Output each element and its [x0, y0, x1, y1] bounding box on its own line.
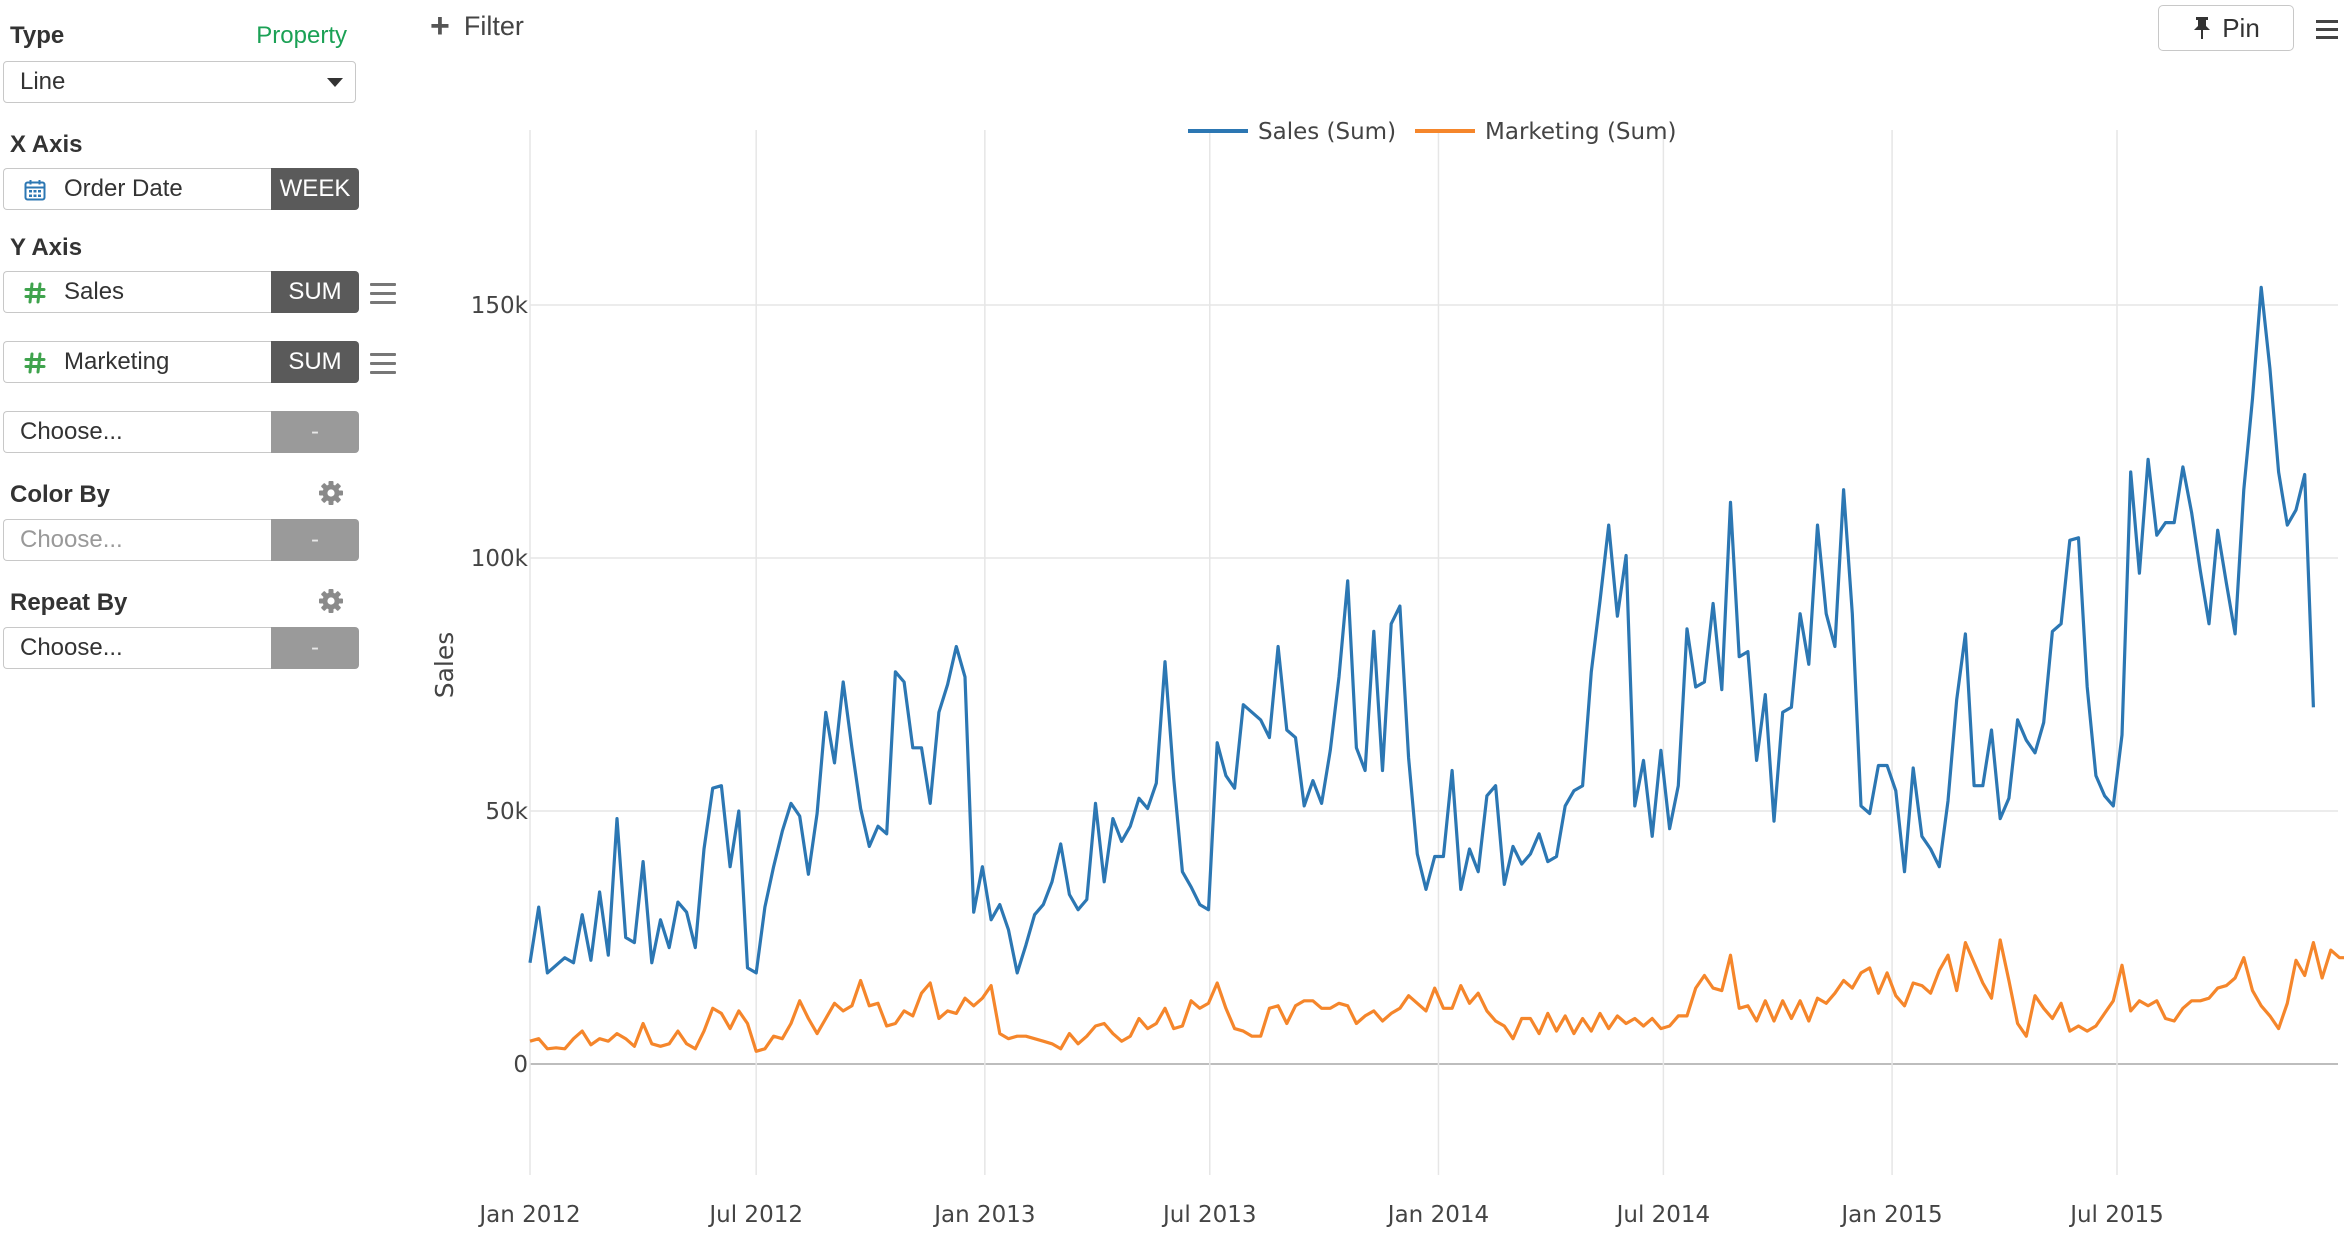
type-label: Type [10, 22, 65, 49]
x-tick-label: Jul 2012 [707, 1202, 803, 1228]
calendar-icon [24, 180, 46, 201]
sidebar: Type Property Line X Axis Order Date WEE… [0, 0, 396, 1258]
x-field-label: Order Date [64, 175, 183, 202]
color-by-choose-input[interactable]: Choose... [3, 519, 271, 561]
color-by-gear-icon[interactable] [318, 480, 344, 506]
filter-button[interactable]: + Filter [430, 8, 524, 44]
x-axis-label: X Axis [10, 131, 83, 158]
repeat-by-choose-input[interactable]: Choose... [3, 627, 271, 669]
x-axis-field-name[interactable]: Order Date [3, 168, 271, 210]
series-line [529, 938, 2344, 1053]
caret-down-icon [327, 78, 343, 87]
sales-aggregation-button[interactable]: SUM [271, 271, 359, 313]
y-field-marketing-label: Marketing [64, 348, 170, 375]
color-by-label: Color By [10, 481, 111, 508]
y-axis-field-marketing[interactable]: Marketing SUM [3, 341, 359, 383]
marketing-row-menu-icon[interactable] [370, 353, 396, 375]
hash-icon [24, 282, 46, 304]
repeat-by-agg-button[interactable]: - [271, 627, 359, 669]
y-axis-field-sales[interactable]: Sales SUM [3, 271, 359, 313]
x-tick-label: Jan 2014 [1386, 1202, 1489, 1228]
x-tick-label: Jan 2015 [1839, 1202, 1942, 1228]
y-tick-label: 100k [471, 546, 529, 572]
repeat-by-field[interactable]: Choose... - [3, 627, 359, 669]
plus-icon: + [430, 7, 450, 45]
legend-label: Marketing (Sum) [1485, 119, 1676, 145]
x-axis-field[interactable]: Order Date WEEK [3, 168, 359, 210]
marketing-aggregation-button[interactable]: SUM [271, 341, 359, 383]
x-tick-label: Jan 2013 [932, 1202, 1035, 1228]
chart-type-value: Line [20, 68, 66, 95]
property-link[interactable]: Property [256, 22, 347, 49]
color-by-field[interactable]: Choose... - [3, 519, 359, 561]
chart-series [528, 285, 2344, 1053]
repeat-by-label: Repeat By [10, 589, 128, 616]
repeat-by-gear-icon[interactable] [318, 588, 344, 614]
legend-label: Sales (Sum) [1258, 119, 1396, 145]
hamburger-menu-icon[interactable] [2316, 20, 2338, 44]
color-by-agg-button[interactable]: - [271, 519, 359, 561]
x-tick-label: Jul 2013 [1161, 1202, 1257, 1228]
x-tick-label: Jul 2015 [2068, 1202, 2164, 1228]
x-tick-label: Jan 2012 [477, 1202, 580, 1228]
y-tick-label: 50k [485, 799, 528, 825]
y-axis-label: Y Axis [10, 234, 83, 261]
y-axis-choose-input[interactable]: Choose... [3, 411, 271, 453]
y-axis-ticks: 0 50k 100k 150k [471, 293, 529, 1078]
chart-legend[interactable]: Sales (Sum) Marketing (Sum) [1188, 119, 1676, 145]
sales-row-menu-icon[interactable] [370, 283, 396, 305]
y-tick-label: 0 [513, 1052, 528, 1078]
filter-label: Filter [463, 10, 524, 41]
hash-icon [24, 352, 46, 374]
y-field-marketing-name[interactable]: Marketing [3, 341, 271, 383]
chart-type-select[interactable]: Line [3, 61, 356, 103]
y-field-sales-label: Sales [64, 278, 125, 305]
x-axis-aggregation-button[interactable]: WEEK [271, 168, 359, 210]
pin-label: Pin [2222, 12, 2260, 43]
x-axis-ticks: Jan 2012 Jul 2012 Jan 2013 Jul 2013 Jan 2014… [477, 1202, 2163, 1228]
y-axis-title: Sales [430, 632, 459, 699]
y-field-sales-name[interactable]: Sales [3, 271, 271, 313]
pin-button[interactable]: Pin [2158, 5, 2294, 51]
y-axis-add-field[interactable]: Choose... - [3, 411, 359, 453]
y-axis-choose-agg-button[interactable]: - [271, 411, 359, 453]
x-tick-label: Jul 2014 [1615, 1202, 1711, 1228]
y-tick-label: 150k [471, 293, 529, 319]
series-line [528, 285, 2315, 975]
pin-icon [2194, 17, 2211, 39]
